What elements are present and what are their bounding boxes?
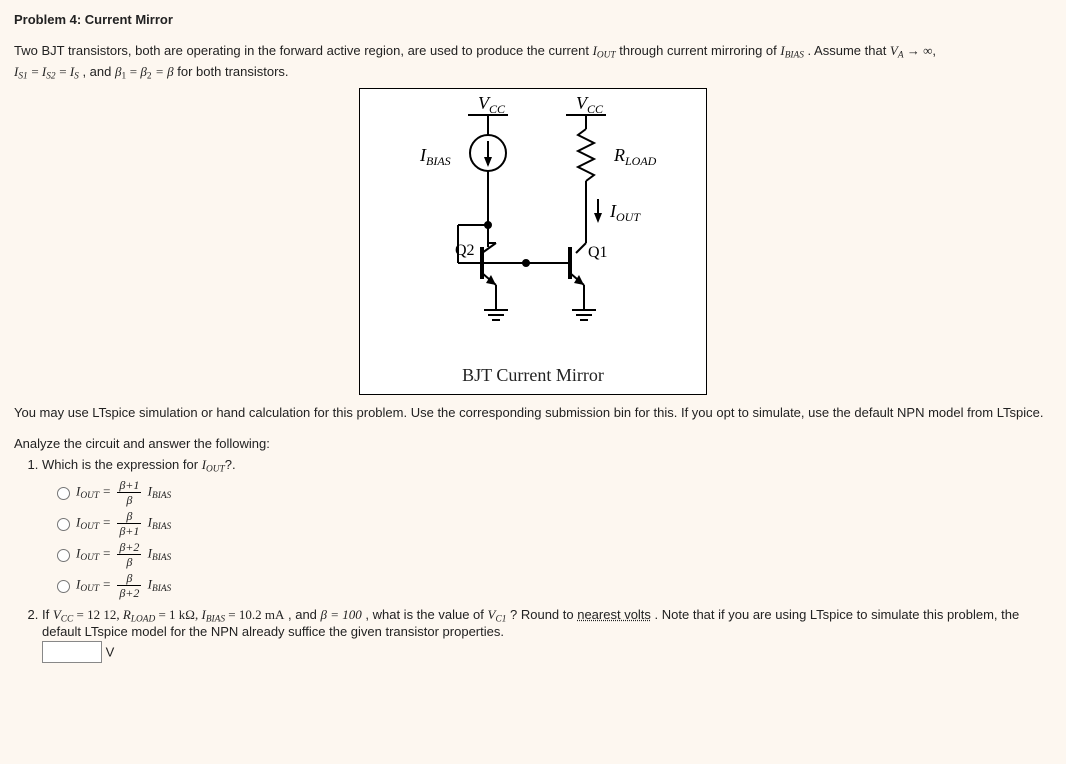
q2-answer-input[interactable] [42, 641, 102, 663]
q1-sym-iout: IOUT [202, 457, 225, 472]
eq-1: = [31, 64, 42, 79]
svg-text:VCC: VCC [576, 95, 604, 116]
q2-rload: RLOAD [123, 607, 155, 622]
intro-text-5: , and [82, 64, 115, 79]
question-2: If VCC = 12 12, RLOAD = 1 kΩ, IBIAS = 10… [42, 607, 1052, 663]
q2-unit: V [106, 644, 115, 659]
q1-option-2-label: IOUT = ββ+1 IBIAS [76, 510, 171, 537]
svg-text:Q1: Q1 [588, 244, 608, 261]
sym-iout: IOUT [593, 43, 616, 58]
intro-text-6: for both transistors. [177, 64, 288, 79]
nearest-volts-link[interactable]: nearest volts [577, 607, 651, 622]
intro-text-1: Two BJT transistors, both are operating … [14, 43, 593, 58]
problem-title: Problem 4: Current Mirror [14, 12, 1052, 27]
q2-and: , and [288, 607, 321, 622]
sym-is: IS [70, 64, 79, 79]
simulation-note: You may use LTspice simulation or hand c… [14, 403, 1052, 423]
sym-va: VA [890, 43, 904, 58]
q1-option-2-radio[interactable] [57, 518, 70, 531]
svg-text:VCC: VCC [478, 95, 506, 116]
q1-option-1-label: IOUT = β+1β IBIAS [76, 479, 171, 506]
svg-text:Q2: Q2 [455, 242, 475, 259]
q2-vcc: VCC [53, 607, 73, 622]
q1-option-1-radio[interactable] [57, 487, 70, 500]
sym-beq: = β [155, 64, 174, 79]
sym-va-inf: → ∞ [904, 43, 933, 58]
q2-beta: β = 100 [321, 607, 362, 622]
intro-text-3: . Assume that [808, 43, 890, 58]
q2-text-a: If [42, 607, 53, 622]
intro-text-2: through current mirroring of [619, 43, 780, 58]
question-1: Which is the expression for IOUT?. IOUT … [42, 457, 1052, 598]
sym-b2: β2 [140, 64, 151, 79]
q2-ibias: IBIAS [201, 607, 225, 622]
intro-paragraph: Two BJT transistors, both are operating … [14, 41, 1052, 84]
svg-text:RLOAD: RLOAD [613, 145, 657, 168]
intro-text-4: , [932, 43, 936, 58]
diagram-caption: BJT Current Mirror [378, 365, 688, 386]
sym-b1: β1 [115, 64, 126, 79]
eq-3: = [130, 64, 141, 79]
analyze-prompt: Analyze the circuit and answer the follo… [14, 436, 1052, 451]
q1-text-a: Which is the expression for [42, 457, 202, 472]
q2-ibias-val: = 10.2 mA [225, 607, 284, 622]
eq-2: = [59, 64, 70, 79]
sym-ibias: IBIAS [780, 43, 804, 58]
q2-text-c: ? Round to [510, 607, 577, 622]
circuit-diagram: VCC IBIAS [359, 88, 707, 395]
q1-option-3-label: IOUT = β+2β IBIAS [76, 541, 171, 568]
q1-option-4-radio[interactable] [57, 580, 70, 593]
svg-text:IBIAS: IBIAS [419, 145, 451, 168]
q1-option-3-radio[interactable] [57, 549, 70, 562]
svg-text:IOUT: IOUT [609, 201, 641, 224]
q2-vcc-val: = 12 12, [73, 607, 123, 622]
q2-rload-val: = 1 kΩ, [155, 607, 201, 622]
q1-option-4-label: IOUT = ββ+2 IBIAS [76, 572, 171, 599]
sym-is1: IS1 [14, 64, 28, 79]
sym-is2: IS2 [42, 64, 56, 79]
q2-text-b: , what is the value of [365, 607, 487, 622]
q2-vc1: VC1 [488, 607, 507, 622]
q1-text-b: ?. [225, 457, 236, 472]
